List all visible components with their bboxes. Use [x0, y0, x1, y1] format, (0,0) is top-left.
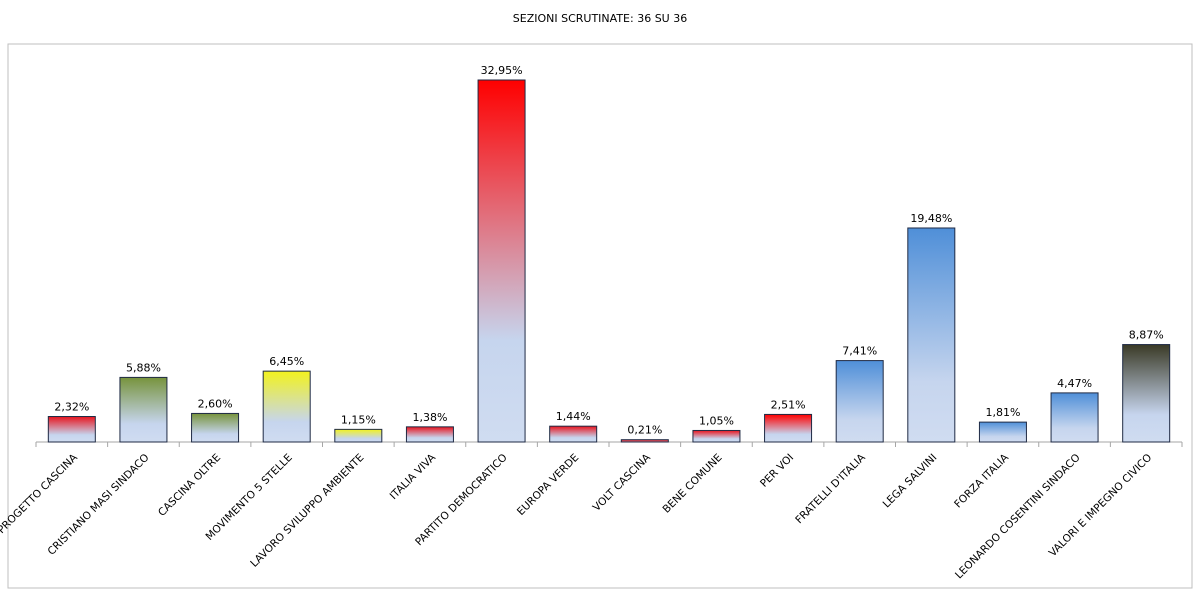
value-labels-group: 2,32% 5,88% 2,60% 6,45% 1,15% 1,38% 32,95% 1,44… — [54, 64, 1163, 437]
bar — [405, 426, 454, 443]
bar — [1122, 344, 1171, 443]
data-label: 1,05% — [699, 414, 734, 427]
plot-frame — [7, 43, 1193, 589]
data-label: 0,21% — [627, 424, 662, 437]
bar — [119, 376, 168, 443]
data-label: 1,81% — [985, 406, 1020, 419]
bar — [334, 428, 383, 443]
data-label: 6,45% — [269, 355, 304, 368]
data-label: 2,32% — [54, 401, 89, 414]
data-label: 32,95% — [481, 64, 523, 77]
data-label: 2,51% — [771, 398, 806, 411]
bar — [47, 416, 96, 443]
data-label: 2,60% — [198, 397, 233, 410]
bar — [477, 79, 526, 443]
bar — [978, 421, 1027, 443]
bar — [1050, 392, 1099, 443]
bar — [835, 360, 884, 443]
bar — [549, 425, 598, 443]
data-label: 19,48% — [910, 212, 952, 225]
data-label: 1,38% — [412, 411, 447, 424]
bar — [620, 439, 669, 443]
bars-group — [47, 79, 1171, 443]
data-label: 1,15% — [341, 413, 376, 426]
x-axis-ticks — [35, 442, 1183, 447]
chart-title: SEZIONI SCRUTINATE: 36 SU 36 — [513, 12, 687, 25]
data-label: 4,47% — [1057, 377, 1092, 390]
bar — [692, 429, 741, 443]
data-label: 7,41% — [842, 345, 877, 358]
data-label: 8,87% — [1129, 329, 1164, 342]
data-label: 1,44% — [556, 410, 591, 423]
bar — [907, 227, 956, 443]
bar — [262, 370, 311, 443]
bar — [191, 412, 240, 443]
bar — [764, 413, 813, 443]
data-label: 5,88% — [126, 361, 161, 374]
